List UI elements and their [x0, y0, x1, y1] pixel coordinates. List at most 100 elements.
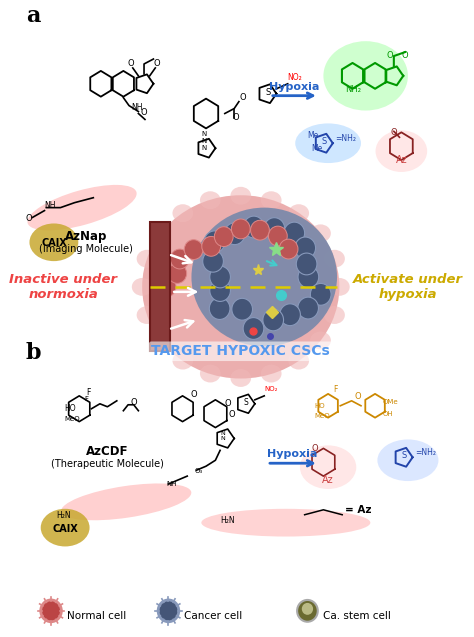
Ellipse shape [132, 278, 153, 296]
Text: Me: Me [311, 144, 322, 153]
Ellipse shape [200, 191, 220, 209]
Ellipse shape [200, 364, 220, 382]
Text: O: O [386, 51, 393, 60]
Ellipse shape [142, 196, 339, 378]
Text: HO: HO [314, 403, 325, 409]
Text: MeO: MeO [314, 413, 329, 419]
Ellipse shape [302, 603, 313, 615]
Text: NO₂: NO₂ [264, 386, 278, 392]
Circle shape [284, 222, 305, 244]
Text: Hypoxia: Hypoxia [267, 449, 318, 459]
Circle shape [231, 219, 250, 239]
Circle shape [184, 240, 203, 259]
Ellipse shape [191, 208, 337, 347]
Text: S: S [244, 397, 248, 407]
Text: Az: Az [322, 475, 334, 485]
Text: Ca. stem cell: Ca. stem cell [323, 611, 391, 621]
Circle shape [210, 280, 230, 301]
Ellipse shape [61, 483, 191, 520]
Ellipse shape [41, 509, 90, 547]
Circle shape [244, 216, 264, 238]
Circle shape [279, 239, 298, 259]
Text: O: O [228, 410, 235, 419]
Ellipse shape [151, 224, 171, 242]
Text: b: b [26, 342, 41, 364]
Text: O: O [225, 399, 231, 408]
Text: AzNap: AzNap [64, 231, 107, 243]
Text: NH: NH [45, 201, 56, 210]
Circle shape [210, 266, 230, 288]
Ellipse shape [324, 306, 345, 324]
Text: O: O [390, 128, 397, 138]
Text: H₂N: H₂N [220, 516, 235, 525]
Ellipse shape [288, 204, 309, 222]
Text: F: F [84, 396, 88, 402]
Circle shape [296, 253, 317, 275]
Text: Normal cell: Normal cell [67, 611, 126, 621]
Circle shape [310, 283, 331, 305]
Ellipse shape [377, 440, 438, 481]
Ellipse shape [29, 224, 78, 261]
Circle shape [264, 218, 285, 240]
Ellipse shape [27, 185, 137, 231]
Ellipse shape [300, 445, 356, 489]
Circle shape [251, 220, 269, 240]
Circle shape [214, 227, 233, 247]
Ellipse shape [310, 331, 331, 349]
Ellipse shape [295, 124, 361, 163]
Text: =NH₂: =NH₂ [336, 134, 356, 143]
Text: Inactive under
normoxia: Inactive under normoxia [9, 273, 117, 301]
Text: F: F [333, 385, 337, 394]
Text: Activate under
hypoxia: Activate under hypoxia [353, 273, 463, 301]
Text: O: O [311, 445, 318, 454]
Text: O: O [128, 59, 134, 68]
Text: O: O [232, 113, 239, 122]
Circle shape [168, 264, 187, 283]
Text: O: O [154, 59, 161, 68]
Circle shape [298, 266, 319, 288]
Text: Cancer cell: Cancer cell [184, 611, 243, 621]
Text: OH: OH [383, 411, 393, 417]
Ellipse shape [261, 191, 282, 209]
Ellipse shape [41, 600, 62, 622]
Circle shape [232, 298, 253, 320]
Text: N
N: N N [220, 431, 225, 441]
Text: O: O [190, 390, 197, 399]
Text: Hypoxia: Hypoxia [269, 82, 319, 92]
Text: O: O [26, 213, 32, 222]
Ellipse shape [329, 278, 350, 296]
Bar [150, 222, 170, 351]
Text: AzCDF: AzCDF [86, 445, 128, 458]
Text: O₃: O₃ [195, 468, 203, 474]
Text: NO₂: NO₂ [288, 73, 302, 82]
Text: S: S [401, 451, 407, 461]
Ellipse shape [375, 131, 427, 172]
Text: N
N
N: N N N [201, 131, 207, 151]
Text: HO: HO [64, 404, 76, 413]
Ellipse shape [137, 306, 157, 324]
Text: CAIX: CAIX [41, 238, 67, 248]
Circle shape [204, 231, 225, 253]
Circle shape [295, 237, 316, 259]
Text: O: O [131, 397, 137, 407]
Text: O: O [355, 392, 361, 401]
Circle shape [243, 318, 264, 340]
Text: O: O [240, 92, 246, 102]
Ellipse shape [151, 331, 171, 349]
Text: S: S [265, 88, 271, 97]
Text: O: O [140, 108, 147, 117]
Ellipse shape [261, 364, 282, 382]
Circle shape [280, 304, 301, 326]
Ellipse shape [158, 600, 179, 622]
Circle shape [298, 297, 319, 319]
Ellipse shape [323, 41, 408, 111]
Text: Az: Az [395, 155, 407, 165]
Circle shape [157, 277, 176, 297]
Text: (Therapeutic Molecule): (Therapeutic Molecule) [51, 459, 164, 469]
Circle shape [210, 297, 230, 320]
Text: CAIX: CAIX [52, 524, 78, 534]
Ellipse shape [230, 187, 251, 204]
Text: (Imaging Molecule): (Imaging Molecule) [39, 244, 133, 254]
Text: H₂N: H₂N [56, 511, 70, 520]
Text: NH₂: NH₂ [345, 85, 361, 94]
